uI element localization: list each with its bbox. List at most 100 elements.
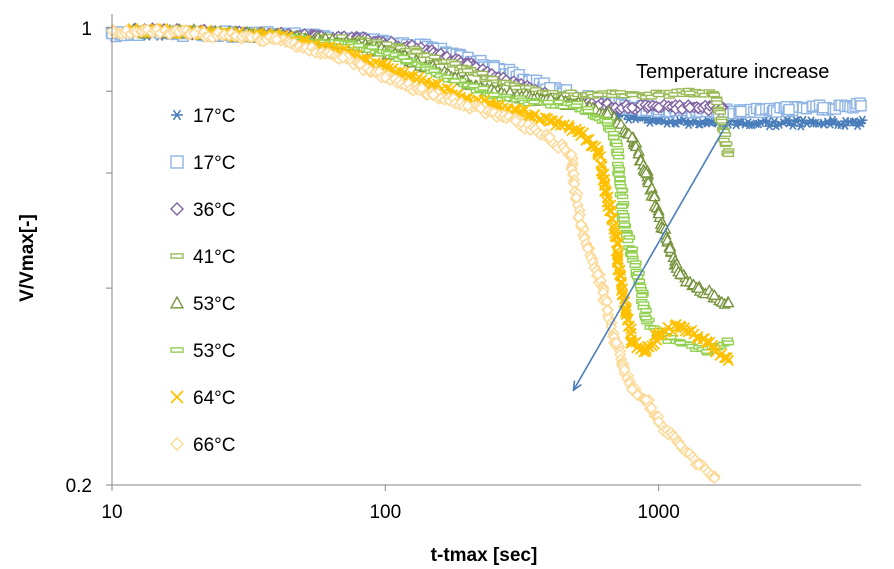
data-point [336, 51, 349, 64]
data-point [692, 458, 705, 471]
data-point [674, 267, 687, 279]
data-point [652, 415, 665, 428]
legend-label: 64°C [193, 388, 235, 409]
data-point [449, 78, 461, 84]
data-point [270, 33, 283, 46]
data-point [652, 207, 665, 219]
data-point [461, 68, 474, 74]
data-point [652, 101, 665, 114]
data-point [353, 42, 365, 48]
legend-entry: 64°C [170, 388, 235, 409]
legend-entry: 66°C [170, 435, 235, 456]
data-point [817, 101, 829, 114]
data-point [674, 320, 686, 332]
legend-marker [170, 202, 184, 216]
data-point [592, 144, 604, 156]
data-point [701, 337, 713, 349]
legend-marker [170, 437, 184, 451]
data-point [653, 328, 665, 340]
data-point [783, 103, 795, 116]
data-point [640, 166, 653, 178]
data-point [735, 118, 746, 128]
x-axis-title: t-tmax [sec] [431, 545, 538, 566]
legend-entry: 53°C [170, 341, 235, 362]
data-point [855, 100, 867, 112]
x-tick-label: 10 [101, 502, 122, 523]
data-point [692, 281, 705, 293]
y-axis-title: V/Vmax[-] [17, 214, 38, 302]
legend-marker [170, 253, 184, 259]
legend-entry: 36°C [170, 200, 235, 221]
legend-label: 17°C [193, 106, 235, 127]
data-point [620, 304, 632, 316]
data-point [640, 345, 652, 358]
data-point [722, 296, 735, 308]
y-tick-label: 0.2 [66, 476, 92, 497]
data-point [652, 92, 665, 98]
data-point [784, 118, 795, 128]
data-point [722, 152, 735, 158]
plot-area [105, 22, 868, 484]
data-point [570, 191, 583, 204]
data-point [610, 336, 623, 349]
data-point [401, 58, 413, 64]
data-point [708, 471, 721, 484]
data-point [674, 340, 686, 346]
legend: 17°C 17°C 36°C 41°C 53°C 53°C 64°C 66°C [169, 106, 235, 456]
data-point [735, 105, 747, 118]
data-point [614, 268, 626, 280]
annotation: Temperature increase [574, 61, 829, 389]
data-point [626, 383, 639, 396]
data-point [683, 101, 696, 114]
data-point [427, 88, 440, 101]
data-point [510, 85, 522, 91]
data-point [610, 139, 623, 145]
data-point [543, 131, 556, 144]
data-point [601, 192, 614, 204]
series-8 [106, 23, 721, 484]
data-point [618, 363, 631, 376]
data-point [626, 131, 639, 143]
temperature-increase-label: Temperature increase [636, 61, 829, 83]
data-point [601, 107, 614, 119]
data-point [570, 123, 583, 135]
legend-label: 53°C [193, 294, 235, 315]
data-point [601, 118, 614, 124]
data-point [626, 92, 638, 98]
legend-marker [170, 155, 184, 169]
data-point [461, 99, 474, 112]
data-point [640, 393, 653, 406]
data-point [575, 218, 588, 231]
data-point [570, 103, 583, 109]
data-point [701, 118, 712, 128]
temperature-increase-arrow [574, 120, 730, 389]
legend-marker [170, 347, 184, 353]
legend-entry: 53°C [169, 294, 235, 315]
legend-label: 66°C [193, 435, 235, 456]
data-point [708, 92, 721, 98]
data-point [856, 118, 866, 128]
legend-label: 36°C [193, 200, 235, 221]
legend-marker [171, 109, 183, 121]
data-point [626, 101, 639, 114]
y-tick-label: 1 [81, 19, 92, 40]
axes: 10 100 1000 1 0.2 [66, 14, 861, 523]
data-point [722, 340, 735, 346]
data-point [640, 315, 652, 321]
legend-label: 17°C [193, 153, 235, 174]
x-tick-label: 100 [369, 502, 401, 523]
x-tick-label: 1000 [638, 502, 680, 523]
data-point [592, 92, 604, 98]
legend-entry: 17°C [171, 106, 235, 127]
legend-label: 41°C [193, 247, 235, 268]
data-point [610, 230, 622, 242]
data-point [510, 103, 522, 116]
data-point [544, 115, 556, 127]
data-point [188, 27, 201, 40]
data-point [379, 71, 392, 84]
legend-marker [169, 295, 185, 309]
data-point [674, 439, 687, 452]
data-point [601, 304, 614, 317]
data-point [818, 118, 829, 128]
